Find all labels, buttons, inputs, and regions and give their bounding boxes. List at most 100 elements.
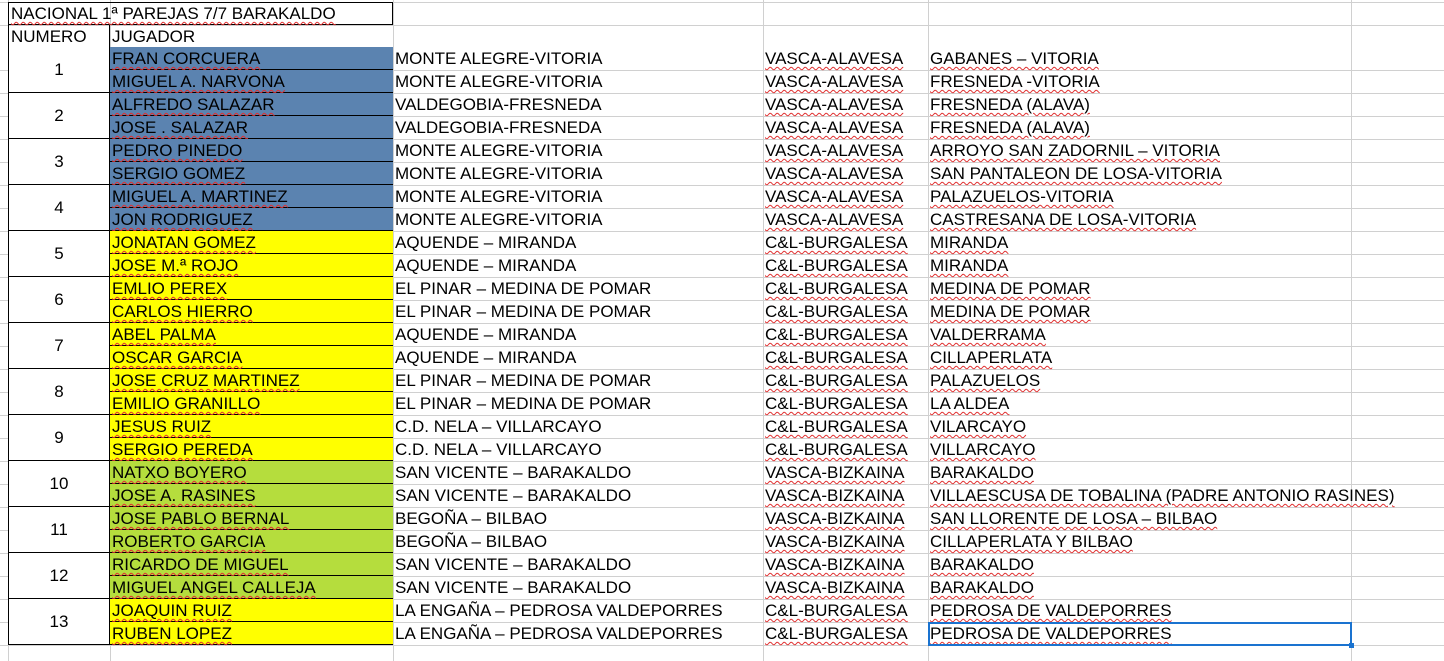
selected-cell-cursor[interactable] xyxy=(928,622,1352,646)
player-name-cell[interactable]: PEDRO PINEDO xyxy=(110,139,393,162)
player-name-cell[interactable]: ROBERTO GARCIA xyxy=(110,530,393,553)
pair-number-cell[interactable]: 2 xyxy=(8,93,110,139)
federation-cell[interactable]: C&L-BURGALESA xyxy=(765,256,908,275)
town-cell[interactable]: PALAZUELOS xyxy=(930,371,1041,390)
town-cell[interactable]: PEDROSA DE VALDEPORRES xyxy=(930,601,1172,620)
town-cell[interactable]: BARAKALDO xyxy=(930,555,1034,574)
player-name-cell[interactable]: ABEL PALMA xyxy=(110,323,393,346)
club-cell[interactable]: MONTE ALEGRE-VITORIA xyxy=(395,141,603,160)
federation-cell[interactable]: C&L-BURGALESA xyxy=(765,440,908,459)
pair-number-cell[interactable]: 8 xyxy=(8,369,110,415)
player-name-cell[interactable]: JOAQUIN RUIZ xyxy=(110,599,393,622)
town-cell[interactable]: FRESNEDA (ALAVA) xyxy=(930,118,1090,137)
player-name-cell[interactable]: SERGIO GOMEZ xyxy=(110,162,393,185)
club-cell[interactable]: BEGOÑA – BILBAO xyxy=(395,532,548,551)
town-cell[interactable]: MIRANDA xyxy=(930,233,1009,252)
sheet-title-cell[interactable]: NACIONAL 1ª PAREJAS 7/7 BARAKALDO xyxy=(8,2,393,25)
club-cell[interactable]: AQUENDE – MIRANDA xyxy=(395,233,577,252)
federation-cell[interactable]: VASCA-BIZKAINA xyxy=(765,578,905,597)
fill-handle[interactable] xyxy=(1349,643,1354,648)
club-cell[interactable]: VALDEGOBIA-FRESNEDA xyxy=(395,95,602,114)
club-cell[interactable]: SAN VICENTE – BARAKALDO xyxy=(395,486,632,505)
club-cell[interactable]: AQUENDE – MIRANDA xyxy=(395,348,577,367)
federation-cell[interactable]: C&L-BURGALESA xyxy=(765,624,908,643)
player-name-cell[interactable]: OSCAR GARCIA xyxy=(110,346,393,369)
pair-number-cell[interactable]: 12 xyxy=(8,553,110,599)
town-cell[interactable]: SAN LLORENTE DE LOSA – BILBAO xyxy=(930,509,1218,528)
federation-cell[interactable]: C&L-BURGALESA xyxy=(765,325,908,344)
club-cell[interactable]: MONTE ALEGRE-VITORIA xyxy=(395,187,603,206)
club-cell[interactable]: EL PINAR – MEDINA DE POMAR xyxy=(395,279,652,298)
town-cell[interactable]: BARAKALDO xyxy=(930,578,1034,597)
town-cell[interactable]: ARROYO SAN ZADORNIL – VITORIA xyxy=(930,141,1221,160)
player-name-cell[interactable]: JESUS RUIZ xyxy=(110,415,393,438)
federation-cell[interactable]: VASCA-ALAVESA xyxy=(765,141,904,160)
pair-number-cell[interactable]: 9 xyxy=(8,415,110,461)
player-name-cell[interactable]: ALFREDO SALAZAR xyxy=(110,93,393,116)
pair-number-cell[interactable]: 1 xyxy=(8,47,110,93)
federation-cell[interactable]: C&L-BURGALESA xyxy=(765,302,908,321)
town-cell[interactable]: MEDINA DE POMAR xyxy=(930,279,1091,298)
town-cell[interactable]: CASTRESANA DE LOSA-VITORIA xyxy=(930,210,1197,229)
player-name-cell[interactable]: JOSE CRUZ MARTINEZ xyxy=(110,369,393,392)
header-numero[interactable]: NUMERO xyxy=(8,25,110,48)
pair-number-cell[interactable]: 6 xyxy=(8,277,110,323)
town-cell[interactable]: PEDROSA DE VALDEPORRES xyxy=(930,624,1172,643)
player-name-cell[interactable]: RUBEN LOPEZ xyxy=(110,622,393,645)
club-cell[interactable]: MONTE ALEGRE-VITORIA xyxy=(395,72,603,91)
player-name-cell[interactable]: EMLIO PEREX xyxy=(110,277,393,300)
club-cell[interactable]: VALDEGOBIA-FRESNEDA xyxy=(395,118,602,137)
federation-cell[interactable]: C&L-BURGALESA xyxy=(765,233,908,252)
club-cell[interactable]: SAN VICENTE – BARAKALDO xyxy=(395,555,632,574)
federation-cell[interactable]: VASCA-ALAVESA xyxy=(765,210,904,229)
town-cell[interactable]: FRESNEDA (ALAVA) xyxy=(930,95,1090,114)
player-name-cell[interactable]: FRAN CORCUERA xyxy=(110,47,393,70)
club-cell[interactable]: MONTE ALEGRE-VITORIA xyxy=(395,210,603,229)
town-cell[interactable]: VALDERRAMA xyxy=(930,325,1046,344)
player-name-cell[interactable]: MIGUEL A. NARVONA xyxy=(110,70,393,93)
player-name-cell[interactable]: CARLOS HIERRO xyxy=(110,300,393,323)
club-cell[interactable]: EL PINAR – MEDINA DE POMAR xyxy=(395,371,652,390)
town-cell[interactable]: VILLAESCUSA DE TOBALINA (PADRE ANTONIO R… xyxy=(930,486,1395,505)
federation-cell[interactable]: VASCA-ALAVESA xyxy=(765,164,904,183)
player-name-cell[interactable]: JOSE . SALAZAR xyxy=(110,116,393,139)
federation-cell[interactable]: C&L-BURGALESA xyxy=(765,394,908,413)
club-cell[interactable]: MONTE ALEGRE-VITORIA xyxy=(395,49,603,68)
club-cell[interactable]: AQUENDE – MIRANDA xyxy=(395,256,577,275)
town-cell[interactable]: CILLAPERLATA xyxy=(930,348,1053,367)
club-cell[interactable]: C.D. NELA – VILLARCAYO xyxy=(395,440,602,459)
federation-cell[interactable]: VASCA-BIZKAINA xyxy=(765,463,905,482)
pair-number-cell[interactable]: 13 xyxy=(8,599,110,645)
player-name-cell[interactable]: MIGUEL A. MARTINEZ xyxy=(110,185,393,208)
town-cell[interactable]: MIRANDA xyxy=(930,256,1009,275)
pair-number-cell[interactable]: 5 xyxy=(8,231,110,277)
town-cell[interactable]: MEDINA DE POMAR xyxy=(930,302,1091,321)
player-name-cell[interactable]: JOSE A. RASINES xyxy=(110,484,393,507)
town-cell[interactable]: FRESNEDA -VITORIA xyxy=(930,72,1100,91)
federation-cell[interactable]: VASCA-BIZKAINA xyxy=(765,532,905,551)
pair-number-cell[interactable]: 3 xyxy=(8,139,110,185)
town-cell[interactable]: SAN PANTALEON DE LOSA-VITORIA xyxy=(930,164,1222,183)
player-name-cell[interactable]: SERGIO PEREDA xyxy=(110,438,393,461)
town-cell[interactable]: LA ALDEA xyxy=(930,394,1010,413)
federation-cell[interactable]: VASCA-ALAVESA xyxy=(765,118,904,137)
federation-cell[interactable]: C&L-BURGALESA xyxy=(765,371,908,390)
player-name-cell[interactable]: NATXO BOYERO xyxy=(110,461,393,484)
club-cell[interactable]: BEGOÑA – BILBAO xyxy=(395,509,548,528)
player-name-cell[interactable]: JONATAN GOMEZ xyxy=(110,231,393,254)
federation-cell[interactable]: VASCA-BIZKAINA xyxy=(765,509,905,528)
club-cell[interactable]: SAN VICENTE – BARAKALDO xyxy=(395,578,632,597)
federation-cell[interactable]: VASCA-ALAVESA xyxy=(765,49,904,68)
town-cell[interactable]: VILLARCAYO xyxy=(930,440,1036,459)
federation-cell[interactable]: C&L-BURGALESA xyxy=(765,348,908,367)
club-cell[interactable]: AQUENDE – MIRANDA xyxy=(395,325,577,344)
header-jugador[interactable]: JUGADOR xyxy=(112,27,196,46)
club-cell[interactable]: EL PINAR – MEDINA DE POMAR xyxy=(395,302,652,321)
federation-cell[interactable]: C&L-BURGALESA xyxy=(765,601,908,620)
club-cell[interactable]: C.D. NELA – VILLARCAYO xyxy=(395,417,602,436)
federation-cell[interactable]: VASCA-BIZKAINA xyxy=(765,555,905,574)
club-cell[interactable]: EL PINAR – MEDINA DE POMAR xyxy=(395,394,652,413)
player-name-cell[interactable]: RICARDO DE MIGUEL xyxy=(110,553,393,576)
club-cell[interactable]: LA ENGAÑA – PEDROSA VALDEPORRES xyxy=(395,624,723,643)
